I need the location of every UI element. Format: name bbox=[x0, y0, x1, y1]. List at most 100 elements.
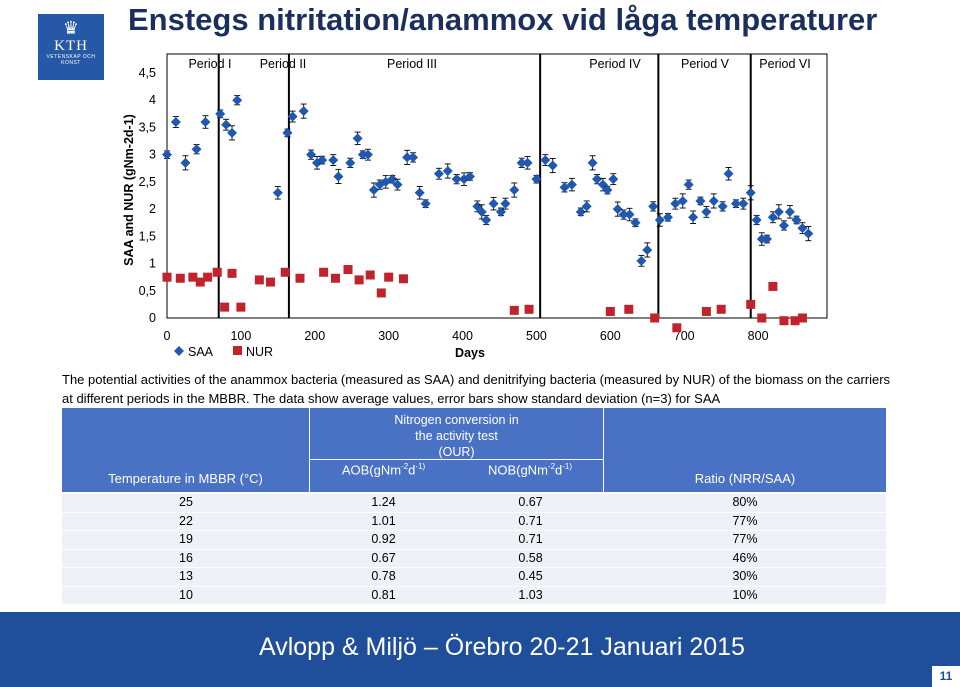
saa-point bbox=[761, 234, 772, 245]
saa-point bbox=[695, 195, 706, 206]
saa-point bbox=[414, 187, 425, 198]
cell-aob: 0.92 bbox=[371, 532, 396, 546]
saa-point bbox=[362, 149, 373, 160]
saa-point bbox=[357, 149, 368, 160]
saa-point bbox=[282, 127, 293, 138]
cell-nob: 0.71 bbox=[518, 513, 543, 528]
cell-nob: 0.67 bbox=[518, 495, 543, 509]
header-temperature: Temperature in MBBR (°C) bbox=[62, 408, 310, 492]
saa-point bbox=[352, 133, 363, 144]
nur-point bbox=[384, 272, 394, 282]
page-title: Enstegs nitritation/anammox vid låga tem… bbox=[128, 2, 878, 37]
nur-point bbox=[716, 304, 726, 314]
saa-point bbox=[522, 157, 533, 168]
activity-chart: 0 0,5 1 1,5 2 2,5 3 3,5 4 4,5 0 100 200 300 400 500 600 7… bbox=[122, 53, 828, 360]
nur-point bbox=[509, 305, 519, 315]
cell-aob: 0.67 bbox=[371, 550, 396, 565]
saa-point bbox=[575, 206, 586, 217]
saa-point bbox=[333, 171, 344, 182]
nur-point bbox=[162, 272, 172, 282]
cell-nob: 0.71 bbox=[518, 532, 543, 546]
x-tick-label: 800 bbox=[748, 329, 769, 343]
legend-nur-label: NUR bbox=[246, 345, 273, 359]
nur-point bbox=[650, 313, 660, 323]
header-nitrogen-conversion: Nitrogen conversion in the activity test… bbox=[310, 408, 604, 460]
nur-point bbox=[212, 267, 222, 277]
plot-frame bbox=[166, 53, 828, 319]
saa-point bbox=[654, 215, 665, 225]
saa-point bbox=[540, 155, 551, 166]
saa-point bbox=[287, 111, 298, 122]
saa-point bbox=[500, 198, 511, 209]
nur-point bbox=[768, 281, 778, 291]
saa-point bbox=[624, 209, 635, 220]
saa-point bbox=[566, 179, 577, 190]
header-nitrogen-line-3: (OUR) bbox=[438, 445, 475, 459]
cell-aob: 0.81 bbox=[371, 587, 396, 602]
x-tick-label: 100 bbox=[230, 329, 251, 343]
cell-temp: 16 bbox=[179, 550, 193, 565]
period-label: Period I bbox=[188, 57, 231, 71]
page-number: 11 bbox=[932, 666, 960, 687]
table-body: 25 1.24 0.67 80% 22 1.01 0.71 77% 19 0.92 0.71 77% 1… bbox=[62, 494, 886, 605]
saa-point bbox=[648, 201, 659, 212]
x-tick-label: 400 bbox=[452, 329, 473, 343]
x-tick-label: 0 bbox=[164, 329, 171, 343]
crown-icon: ♛ bbox=[62, 18, 80, 38]
saa-point bbox=[227, 127, 238, 138]
nur-point bbox=[398, 274, 408, 284]
saa-point bbox=[612, 204, 623, 215]
period-label: Period V bbox=[681, 57, 730, 71]
saa-point bbox=[481, 215, 492, 225]
nur-point bbox=[701, 306, 711, 316]
nur-point bbox=[227, 268, 237, 278]
saa-point bbox=[767, 212, 778, 223]
footer-text: Avlopp & Miljö – Örebro 20-21 Januari 20… bbox=[259, 633, 745, 661]
cell-ratio: 80% bbox=[732, 495, 758, 509]
saa-point bbox=[306, 149, 317, 160]
saa-point bbox=[797, 223, 808, 234]
x-tick-label: 300 bbox=[378, 329, 399, 343]
x-tick-label: 200 bbox=[304, 329, 325, 343]
y-tick-label: 4 bbox=[149, 93, 156, 107]
cell-ratio: 77% bbox=[732, 513, 758, 528]
saa-point bbox=[581, 201, 592, 212]
cell-temp: 22 bbox=[179, 513, 193, 528]
saa-point bbox=[670, 198, 681, 209]
saa-point bbox=[803, 228, 814, 239]
saa-point bbox=[688, 212, 699, 223]
table-header: Temperature in MBBR (°C) Nitrogen conver… bbox=[62, 408, 886, 492]
saa-point bbox=[784, 206, 795, 217]
logo-subtext: VETENSKAP OCH KONST bbox=[46, 54, 96, 66]
nur-point bbox=[757, 313, 767, 323]
saa-point bbox=[608, 174, 619, 185]
nur-point bbox=[280, 267, 290, 277]
x-tick-label: 600 bbox=[600, 329, 621, 343]
cell-nob: 0.58 bbox=[518, 550, 543, 565]
saa-point bbox=[215, 108, 226, 119]
kth-logo: ♛ KTH VETENSKAP OCH KONST bbox=[38, 14, 104, 80]
saa-point bbox=[559, 182, 570, 193]
nur-point bbox=[672, 323, 682, 333]
saa-point bbox=[191, 144, 202, 155]
cell-nob: 1.03 bbox=[518, 587, 543, 602]
cell-temp: 25 bbox=[179, 495, 193, 509]
saa-point bbox=[642, 244, 653, 255]
saa-point bbox=[778, 220, 789, 231]
nur-point bbox=[746, 299, 756, 309]
saa-point bbox=[791, 215, 802, 225]
header-aob: AOB(gNm-2d-1) bbox=[310, 460, 457, 492]
period-label: Period III bbox=[387, 57, 437, 71]
period-label: Period IV bbox=[589, 57, 641, 71]
y-tick-label: 0,5 bbox=[139, 284, 156, 298]
saa-point bbox=[618, 209, 629, 220]
saa-point bbox=[488, 198, 499, 209]
y-tick-label: 0 bbox=[149, 311, 156, 325]
saa-point bbox=[756, 234, 767, 245]
period-label: Period VI bbox=[759, 57, 810, 71]
period-label: Period II bbox=[260, 57, 307, 71]
saa-point bbox=[730, 198, 741, 209]
header-nitrogen-line-1: Nitrogen conversion in bbox=[394, 413, 519, 427]
legend-nur-marker bbox=[233, 346, 242, 355]
header-nob: NOB(gNm-2d-1) bbox=[457, 460, 604, 492]
